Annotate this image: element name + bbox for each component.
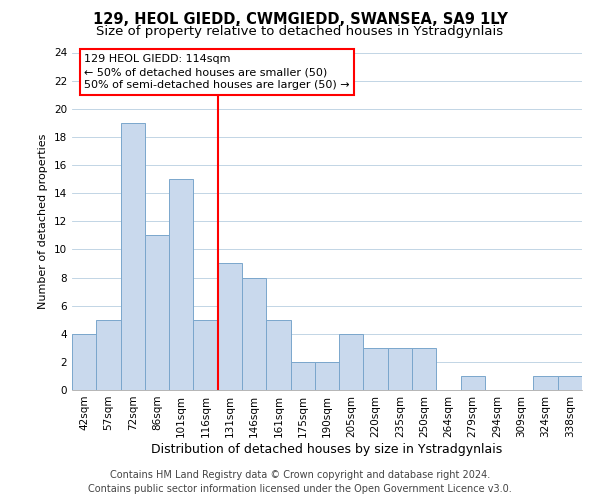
Bar — [339, 334, 364, 390]
Bar — [290, 362, 315, 390]
Text: Contains HM Land Registry data © Crown copyright and database right 2024.
Contai: Contains HM Land Registry data © Crown c… — [88, 470, 512, 494]
Bar — [218, 264, 242, 390]
Bar — [96, 320, 121, 390]
Text: 129, HEOL GIEDD, CWMGIEDD, SWANSEA, SA9 1LY: 129, HEOL GIEDD, CWMGIEDD, SWANSEA, SA9 … — [92, 12, 508, 28]
Text: Size of property relative to detached houses in Ystradgynlais: Size of property relative to detached ho… — [97, 25, 503, 38]
Bar — [169, 179, 193, 390]
Bar — [533, 376, 558, 390]
Bar — [72, 334, 96, 390]
Bar — [388, 348, 412, 390]
Bar — [364, 348, 388, 390]
Bar — [145, 236, 169, 390]
X-axis label: Distribution of detached houses by size in Ystradgynlais: Distribution of detached houses by size … — [151, 442, 503, 456]
Bar — [412, 348, 436, 390]
Bar — [315, 362, 339, 390]
Text: 129 HEOL GIEDD: 114sqm
← 50% of detached houses are smaller (50)
50% of semi-det: 129 HEOL GIEDD: 114sqm ← 50% of detached… — [84, 54, 350, 90]
Bar — [121, 123, 145, 390]
Bar — [242, 278, 266, 390]
Bar — [558, 376, 582, 390]
Y-axis label: Number of detached properties: Number of detached properties — [38, 134, 49, 309]
Bar — [193, 320, 218, 390]
Bar — [266, 320, 290, 390]
Bar — [461, 376, 485, 390]
